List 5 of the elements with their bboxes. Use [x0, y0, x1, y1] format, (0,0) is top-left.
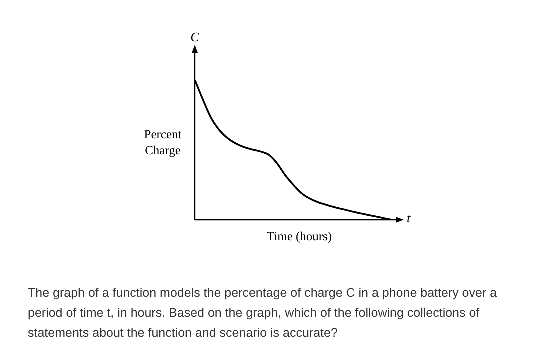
text: C	[190, 29, 200, 44]
x-axis-title: Time (hours)	[266, 229, 332, 244]
text: t	[407, 210, 411, 226]
text: The graph of a function models the percentage of charge C in a phone battery over a period of time t, in hours. Based on the graph, which of the following collections of statements about the function and scenario is accurate?	[28, 285, 498, 342]
y-axis-title: Percent Charge	[144, 127, 182, 158]
